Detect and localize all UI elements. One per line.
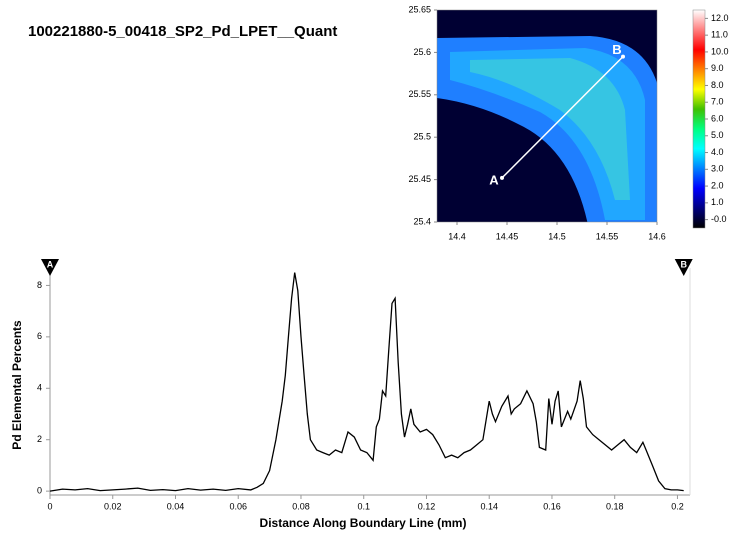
endpoint-label: A [47, 259, 54, 269]
endpoint-label: B [680, 259, 687, 269]
colorbar-tick-label: 4.0 [711, 147, 724, 157]
x-tick-label: 0.06 [229, 501, 247, 511]
y-tick-label: 6 [37, 331, 42, 341]
x-tick-label: 14.5 [548, 231, 566, 241]
colorbar-tick-label: 1.0 [711, 197, 724, 207]
colorbar-tick-label: 10.0 [711, 46, 729, 56]
colorbar-tick-label: 3.0 [711, 164, 724, 174]
y-tick-label: 4 [37, 383, 42, 393]
x-tick-label: 14.55 [596, 231, 619, 241]
colorbar-tick-label: 12.0 [711, 13, 729, 23]
x-tick-label: 0.14 [480, 501, 498, 511]
y-tick-label: 25.45 [408, 174, 431, 184]
profile-label: B [612, 42, 621, 57]
colorbar-tick-label: 11.0 [711, 30, 728, 40]
x-tick-label: 0.2 [671, 501, 684, 511]
endpoint-marker [41, 259, 59, 276]
x-axis-title: Distance Along Boundary Line (mm) [260, 516, 467, 530]
colorbar-tick-label: -0.0 [711, 214, 727, 224]
y-tick-label: 25.65 [408, 4, 431, 14]
y-tick-label: 8 [37, 280, 42, 290]
colorbar-tick-label: 8.0 [711, 80, 724, 90]
y-tick-label: 25.5 [413, 132, 431, 142]
x-tick-label: 0.1 [357, 501, 370, 511]
endpoint-marker [674, 259, 693, 276]
x-tick-label: 0 [47, 501, 52, 511]
x-tick-label: 14.6 [648, 231, 666, 241]
colorbar-tick-label: 9.0 [711, 63, 724, 73]
colorbar-tick-label: 5.0 [711, 130, 724, 140]
data-line [49, 272, 684, 492]
x-tick-label: 0.02 [104, 501, 122, 511]
profile-line [501, 56, 624, 179]
colorbar [692, 9, 706, 229]
y-tick-label: 0 [37, 486, 42, 496]
x-tick-label: 0.18 [606, 501, 624, 511]
x-tick-label: 0.16 [543, 501, 561, 511]
colorbar-tick-label: 6.0 [711, 113, 724, 123]
y-tick-label: 25.55 [408, 89, 431, 99]
x-tick-label: 0.04 [167, 501, 185, 511]
colorbar-tick-label: 7.0 [711, 97, 724, 107]
profile-label: A [489, 172, 499, 187]
chart-title: 100221880-5_00418_SP2_Pd_LPET__Quant [28, 23, 337, 40]
y-tick-label: 2 [37, 434, 42, 444]
x-tick-label: 0.08 [292, 501, 310, 511]
x-tick-label: 14.4 [448, 231, 466, 241]
y-tick-label: 25.6 [413, 47, 431, 57]
profile-endpoint [500, 175, 504, 180]
y-tick-label: 25.4 [413, 216, 431, 226]
colorbar-tick-label: 2.0 [711, 180, 724, 190]
x-tick-label: 0.12 [418, 501, 436, 511]
heatmap-image [437, 10, 657, 222]
profile-endpoint [621, 54, 625, 59]
y-axis-title: Pd Elemental Percents [10, 320, 24, 450]
x-tick-label: 14.45 [496, 231, 519, 241]
